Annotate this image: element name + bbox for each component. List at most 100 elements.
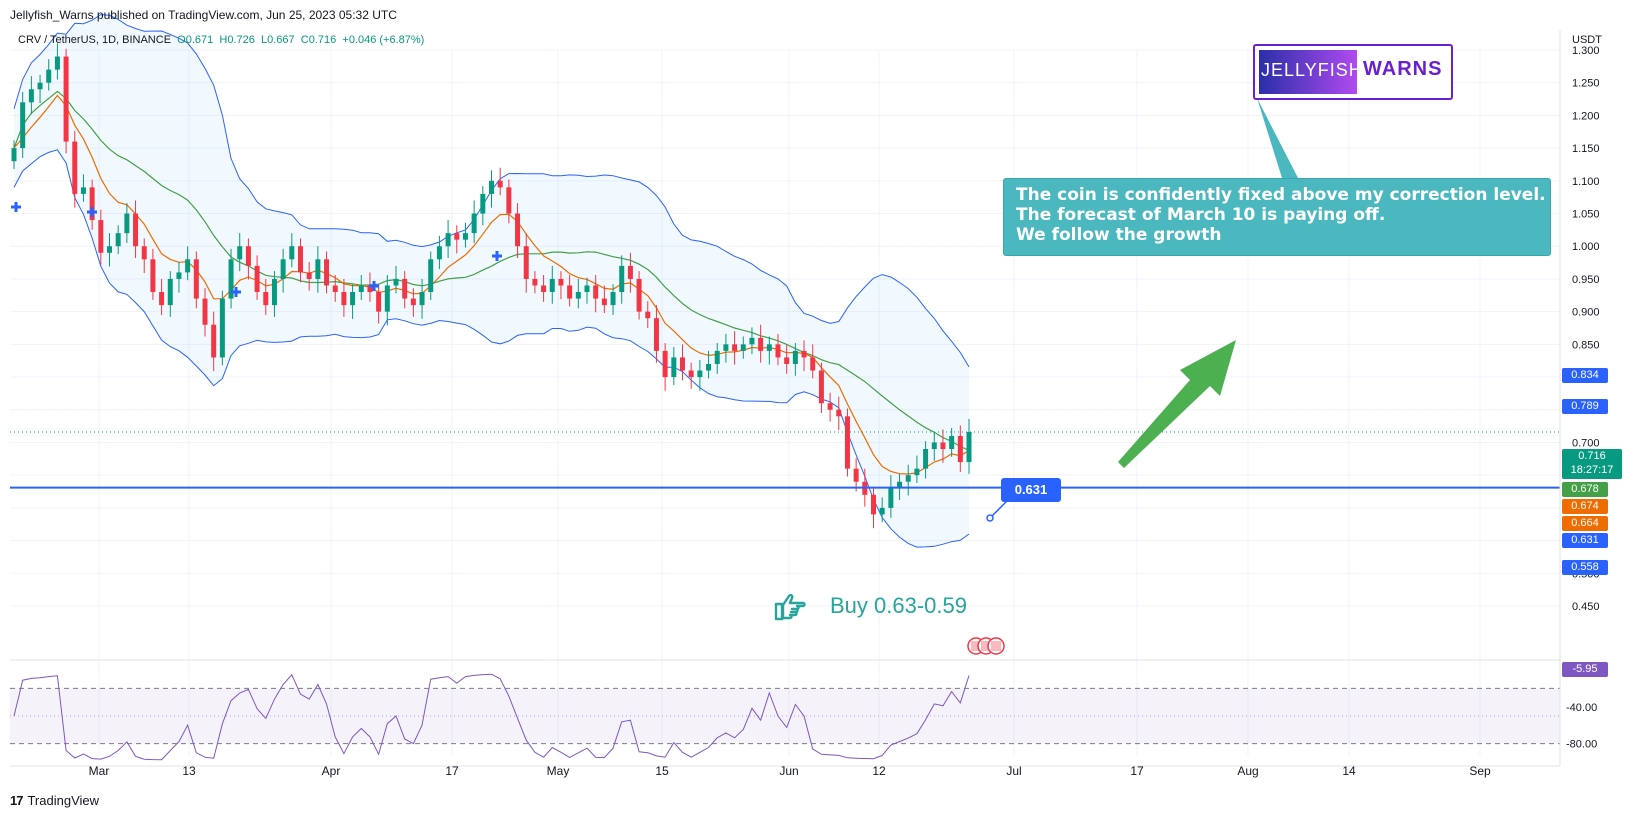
candle-body: [202, 298, 208, 325]
candle-body: [341, 292, 347, 306]
candle-body: [11, 148, 17, 162]
candle-body: [940, 442, 946, 450]
y-tick-label: 1.250: [1572, 78, 1600, 90]
candle-body: [506, 187, 512, 214]
candle-body: [610, 292, 616, 306]
candle-body: [714, 350, 720, 364]
candle-body: [871, 494, 876, 515]
candle-body: [897, 481, 903, 489]
candle-body: [159, 292, 165, 306]
x-tick-label: Apr: [322, 764, 341, 778]
candle-body: [541, 285, 547, 293]
rsi-tick-label: -80.00: [1566, 739, 1597, 751]
y-tick-label: 1.050: [1572, 209, 1600, 221]
candle-body: [419, 292, 425, 306]
candle-body: [775, 344, 781, 358]
candle-body: [949, 435, 955, 450]
candle-body: [410, 298, 416, 306]
plus-marker: [87, 207, 97, 217]
logo-gradient: [1259, 50, 1357, 94]
callout-note[interactable]: The coin is confidently fixed above my c…: [1003, 178, 1551, 256]
rsi-line: [13, 673, 970, 761]
candle-body: [80, 187, 86, 194]
candle-body: [150, 259, 156, 293]
candle-body: [46, 69, 52, 83]
candle-body: [454, 233, 460, 240]
candle-body: [601, 298, 607, 306]
y-tick-label: 0.900: [1572, 307, 1600, 319]
level-label[interactable]: 0.631: [1001, 478, 1061, 502]
price-tag-bb-lower: 0.558: [1562, 560, 1608, 575]
buy-zone-label: Buy 0.63-0.59: [830, 593, 967, 618]
candle-body: [436, 246, 442, 260]
candle-body: [801, 350, 807, 358]
candle-body: [54, 56, 60, 70]
bb-fill: [14, 14, 969, 548]
publish-info: Jellyfish_Warns published on TradingView…: [10, 8, 397, 22]
callout-line-3: We follow the growth: [1016, 225, 1222, 245]
candle-body: [914, 468, 920, 476]
candle-body: [584, 285, 590, 293]
candle-body: [766, 344, 772, 351]
y-tick-label: 1.150: [1572, 143, 1600, 155]
drawing-overlay: [11, 98, 1298, 655]
candle-body: [72, 141, 78, 194]
candle-body: [515, 213, 521, 247]
candle-body: [37, 82, 43, 90]
candle-body: [688, 370, 694, 378]
y-tick-label: 1.200: [1572, 110, 1600, 122]
candle-body: [923, 449, 929, 469]
candle-body: [836, 409, 842, 417]
y-tick-label: 1.100: [1572, 176, 1600, 188]
candle-body: [680, 357, 685, 371]
rsi-tick-label: -40.00: [1566, 702, 1597, 714]
candle-body: [489, 180, 494, 194]
candle-body: [558, 278, 564, 286]
candle-body: [931, 442, 937, 450]
symbol-name: CRV / TetherUS, 1D, BINANCE: [18, 34, 172, 46]
candle-body: [740, 344, 746, 351]
growth-arrow: [1118, 340, 1236, 468]
countdown-value: 18:27:17: [1570, 464, 1614, 476]
candle-body: [844, 416, 850, 469]
x-tick-label: 14: [1342, 764, 1356, 778]
level-anchor-point: [986, 514, 994, 522]
candle-body: [445, 233, 451, 247]
candle-body: [367, 285, 373, 293]
y-tick-label: 0.850: [1572, 339, 1600, 351]
candle-body: [723, 344, 729, 351]
flag-stripes: [981, 641, 991, 651]
x-tick-label: Mar: [89, 764, 110, 778]
ohlc-low: L0.667: [261, 34, 295, 46]
candle-body: [306, 272, 312, 279]
candle-body: [376, 292, 382, 312]
candle-body: [245, 246, 251, 266]
price-tag-bb-mid: 0.789: [1562, 399, 1608, 414]
candle-body: [792, 350, 798, 364]
candle-body: [697, 370, 703, 378]
candle-body: [810, 357, 816, 371]
plus-marker: [11, 202, 21, 212]
ohlc-high: H0.726: [219, 34, 255, 46]
candle-body: [966, 432, 972, 463]
candle-body: [827, 403, 833, 410]
plus-marker: [369, 281, 379, 291]
candle-body: [176, 272, 182, 279]
callout-pointer: [1257, 98, 1298, 178]
candle-body: [523, 246, 529, 279]
candle-body: [905, 475, 911, 482]
last-price-value: 0.716: [1578, 450, 1606, 462]
x-tick-label: 15: [655, 764, 669, 778]
ma-green-line: [13, 90, 970, 452]
candle-body: [332, 285, 338, 293]
logo-text-right: WARNS: [1363, 58, 1443, 80]
price-tag-rsi: -5.95: [1562, 662, 1608, 677]
ohlc-open: O0.671: [177, 34, 214, 46]
plus-marker: [492, 251, 502, 261]
rsi-band: [10, 688, 1560, 744]
tradingview-brand: 17 TradingView: [10, 793, 99, 808]
horizontal-levels: [10, 431, 1560, 489]
candle-body: [324, 259, 330, 286]
pointing-hand-icon: [774, 593, 806, 621]
